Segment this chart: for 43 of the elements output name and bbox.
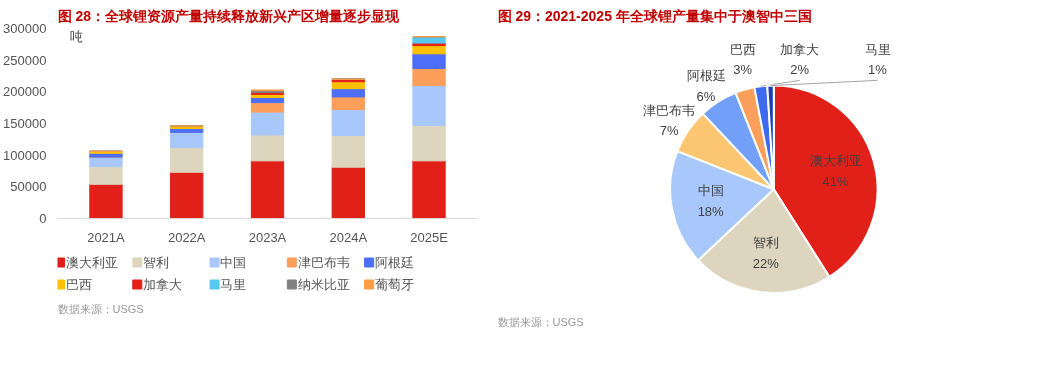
x-tick-label: 2025E (410, 229, 449, 245)
y-tick-label: 50000 (10, 179, 47, 195)
y-tick-label: 100000 (3, 147, 47, 163)
legend-label: 巴西 (65, 277, 92, 292)
legend-label: 加拿大 (143, 277, 183, 292)
data-label: 18% (697, 204, 725, 220)
slice-label: 巴西 (729, 41, 756, 57)
source-note: 数据来源：USGS (57, 302, 144, 315)
legend-label: 阿根廷 (375, 255, 415, 270)
source-note: 数据来源：USGS (497, 315, 584, 328)
data-label: 3% (733, 62, 753, 78)
x-tick-label: 2022A (167, 229, 206, 245)
y-axis-title: 吨 (69, 28, 83, 44)
y-tick-label: 200000 (3, 84, 47, 100)
x-tick-label: 2023A (248, 229, 287, 245)
y-tick-label: 250000 (3, 52, 47, 68)
data-label: 2% (790, 62, 810, 78)
data-label: 41% (822, 174, 849, 190)
data-label: 6% (696, 88, 716, 104)
data-label: 7% (659, 123, 679, 139)
legend-label: 葡萄牙 (375, 277, 415, 292)
slice-label: 津巴布韦 (643, 102, 696, 118)
legend-label: 中国 (220, 255, 247, 270)
slice-label: 加拿大 (780, 41, 820, 57)
y-tick-label: 0 (39, 211, 47, 226)
chart-title: 图 28：全球锂资源产量持续释放新兴产区增量逐步显现 (57, 7, 400, 24)
slice-label: 中国 (697, 183, 724, 199)
data-label: 1% (868, 62, 888, 78)
y-tick-label: 150000 (3, 116, 47, 131)
x-tick-label: 2024A (329, 229, 368, 245)
legend-label: 澳大利亚 (65, 255, 118, 270)
legend-label: 智利 (143, 255, 170, 270)
y-tick-label: 300000 (3, 21, 47, 36)
slice-label: 阿根廷 (686, 68, 726, 84)
slice-label: 澳大利亚 (809, 153, 862, 169)
legend-label: 津巴布韦 (297, 255, 350, 270)
slice-label: 马里 (864, 41, 891, 57)
legend-label: 马里 (220, 277, 247, 292)
slice-label: 智利 (752, 235, 779, 251)
chart-title: 图 29：2021-2025 年全球锂产量集中于澳智中三国 (497, 7, 812, 24)
legend-label: 纳米比亚 (297, 277, 350, 292)
x-tick-label: 2021A (87, 229, 126, 245)
data-label: 22% (752, 255, 780, 271)
